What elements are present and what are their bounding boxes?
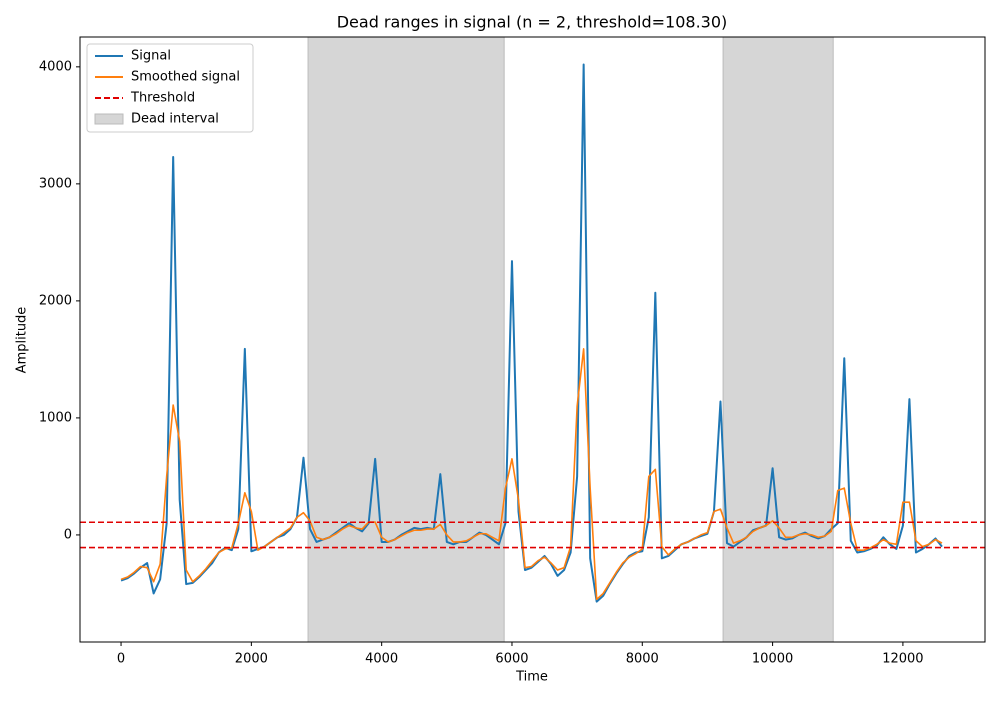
y-tick-label: 2000 [39,293,72,308]
legend: Signal Smoothed signal Threshold Dead inter… [86,43,254,133]
legend-label: Signal [131,49,171,64]
dead-interval [722,37,834,642]
line-series [120,348,943,601]
dead-interval [307,37,505,642]
legend-box [86,43,254,133]
x-tick-label: 10000 [752,652,793,667]
plot-area [80,37,985,642]
plot-frame [79,36,986,643]
x-tick-label: 8000 [626,652,659,667]
y-tick-label: 4000 [39,59,72,74]
x-axis-label: Time [515,670,548,685]
chart-title: Dead ranges in signal (n = 2, threshold=… [337,13,728,32]
legend-label: Threshold [130,91,195,106]
legend-swatch [94,113,124,125]
x-tick-label: 6000 [495,652,528,667]
x-tick-label: 4000 [365,652,398,667]
x-tick-label: 12000 [882,652,923,667]
legend-label: Dead interval [131,112,219,127]
legend-label: Smoothed signal [131,70,240,85]
y-tick-label: 3000 [39,176,72,191]
x-tick-label: 0 [117,652,125,667]
x-tick-label: 2000 [235,652,268,667]
y-tick-label: 0 [64,527,72,542]
y-tick-label: 1000 [39,410,72,425]
y-axis-label: Amplitude [15,307,30,374]
